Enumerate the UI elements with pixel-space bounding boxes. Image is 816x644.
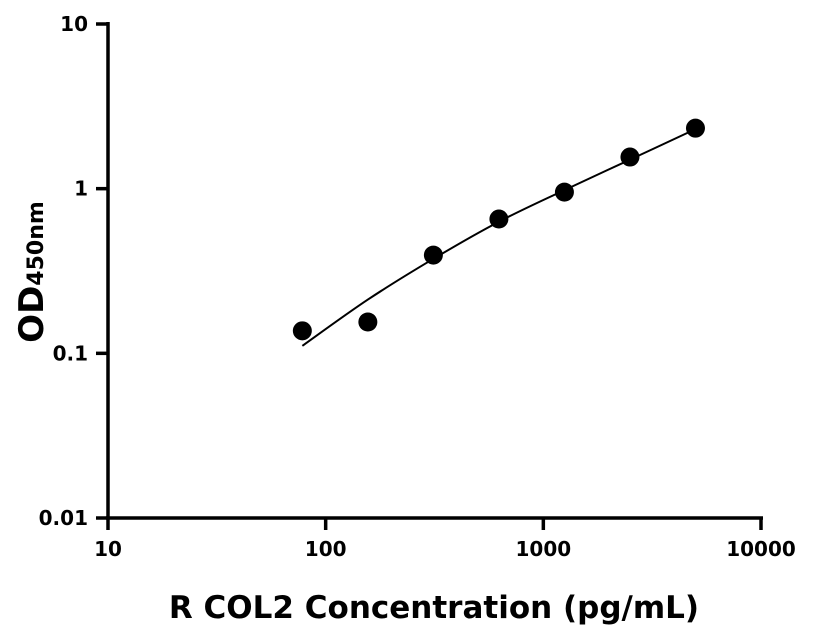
- data-point: [292, 321, 312, 341]
- axes: 10 100 1000 10000 0.01 0.1 1 10: [39, 12, 796, 561]
- data-point: [554, 182, 574, 202]
- x-axis-label: R COL2 Concentration (pg/mL): [169, 590, 699, 626]
- data-point: [685, 118, 705, 138]
- x-tick-label: 1000: [515, 537, 571, 561]
- y-axis-label: OD450nm: [12, 201, 52, 343]
- y-tick-label: 0.1: [53, 341, 88, 365]
- data-point: [489, 209, 509, 229]
- data-points: [292, 118, 705, 341]
- y-tick-label: 10: [60, 12, 88, 36]
- x-tick-label: 10000: [726, 537, 796, 561]
- y-tick-label: 1: [74, 177, 88, 201]
- x-tick-label: 100: [305, 537, 347, 561]
- data-point: [358, 312, 378, 332]
- y-axis-label-main: OD: [12, 286, 52, 343]
- data-point: [423, 245, 443, 265]
- y-axis-label-sub: 450nm: [24, 201, 49, 286]
- y-tick-label: 0.01: [39, 506, 88, 530]
- x-tick-label: 10: [94, 537, 122, 561]
- data-point: [620, 147, 640, 167]
